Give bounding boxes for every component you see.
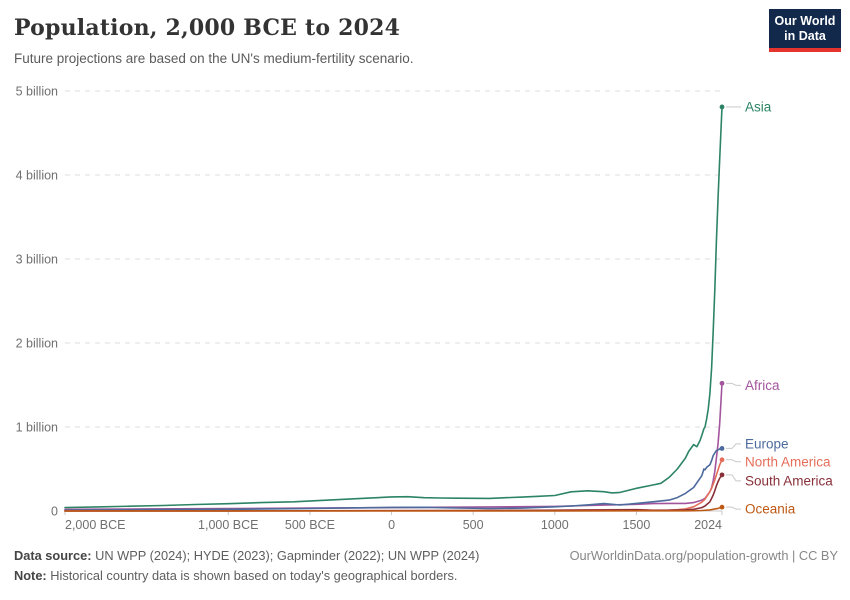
x-axis-tick-label: 1,000 BCE <box>198 518 258 532</box>
y-axis-tick-label: 5 billion <box>16 85 58 99</box>
note-label: Note: <box>14 568 47 583</box>
y-axis-tick-label: 4 billion <box>16 169 58 183</box>
series-label-oceania[interactable]: Oceania <box>745 502 796 517</box>
series-line-asia[interactable] <box>64 106 723 509</box>
x-axis-tick-label: 500 <box>463 518 484 532</box>
x-axis-tick-label: 2,000 BCE <box>65 518 125 532</box>
credit-link[interactable]: OurWorldinData.org/population-growth | C… <box>569 548 838 563</box>
y-axis-tick-label: 2 billion <box>16 337 58 351</box>
leader-line <box>726 382 741 386</box>
x-axis-tick-label: 0 <box>388 518 395 532</box>
data-source-label: Data source: <box>14 548 92 563</box>
x-axis-tick-label: 1500 <box>623 518 651 532</box>
leader-line <box>726 443 741 449</box>
y-axis-tick-label: 1 billion <box>16 421 58 435</box>
series-endpoint-africa <box>719 380 725 386</box>
series-line-africa[interactable] <box>64 382 723 511</box>
series-label-south-america[interactable]: South America <box>745 473 833 488</box>
series-line-europe[interactable] <box>64 447 723 511</box>
chart-footer: Data source: UN WPP (2024); HYDE (2023);… <box>14 546 479 586</box>
series-label-europe[interactable]: Europe <box>745 436 789 451</box>
leader-line <box>726 459 741 463</box>
x-axis-tick-label: 500 BCE <box>285 518 335 532</box>
owid-logo-line1: Our World <box>774 14 836 28</box>
x-axis-tick-label: 1000 <box>541 518 569 532</box>
series-endpoint-asia <box>719 104 725 110</box>
y-axis-tick-label: 3 billion <box>16 253 58 267</box>
series-line-north-america[interactable] <box>64 459 723 512</box>
y-axis-tick-label: 0 <box>51 505 58 519</box>
series-label-asia[interactable]: Asia <box>745 99 772 114</box>
series-endpoint-oceania <box>719 504 725 510</box>
leader-line <box>726 474 741 482</box>
note-text: Historical country data is shown based o… <box>46 568 458 583</box>
data-source-line: Data source: UN WPP (2024); HYDE (2023);… <box>14 546 479 566</box>
series-label-north-america[interactable]: North America <box>745 454 831 469</box>
owid-logo[interactable]: Our World in Data <box>769 9 841 52</box>
series-endpoint-north-america <box>719 457 725 463</box>
series-line-oceania[interactable] <box>64 506 723 512</box>
note-line: Note: Historical country data is shown b… <box>14 566 479 586</box>
x-axis-tick-label: 2024 <box>694 518 722 532</box>
series-endpoint-europe <box>719 446 725 451</box>
leader-line <box>726 506 741 510</box>
data-source-text: UN WPP (2024); HYDE (2023); Gapminder (2… <box>91 548 480 563</box>
series-endpoint-south-america <box>719 472 725 478</box>
owid-logo-line2: in Data <box>784 29 826 43</box>
page-title: Population, 2,000 BCE to 2024 <box>14 15 401 41</box>
chart-subtitle: Future projections are based on the UN's… <box>14 51 414 66</box>
series-label-africa[interactable]: Africa <box>745 378 780 393</box>
